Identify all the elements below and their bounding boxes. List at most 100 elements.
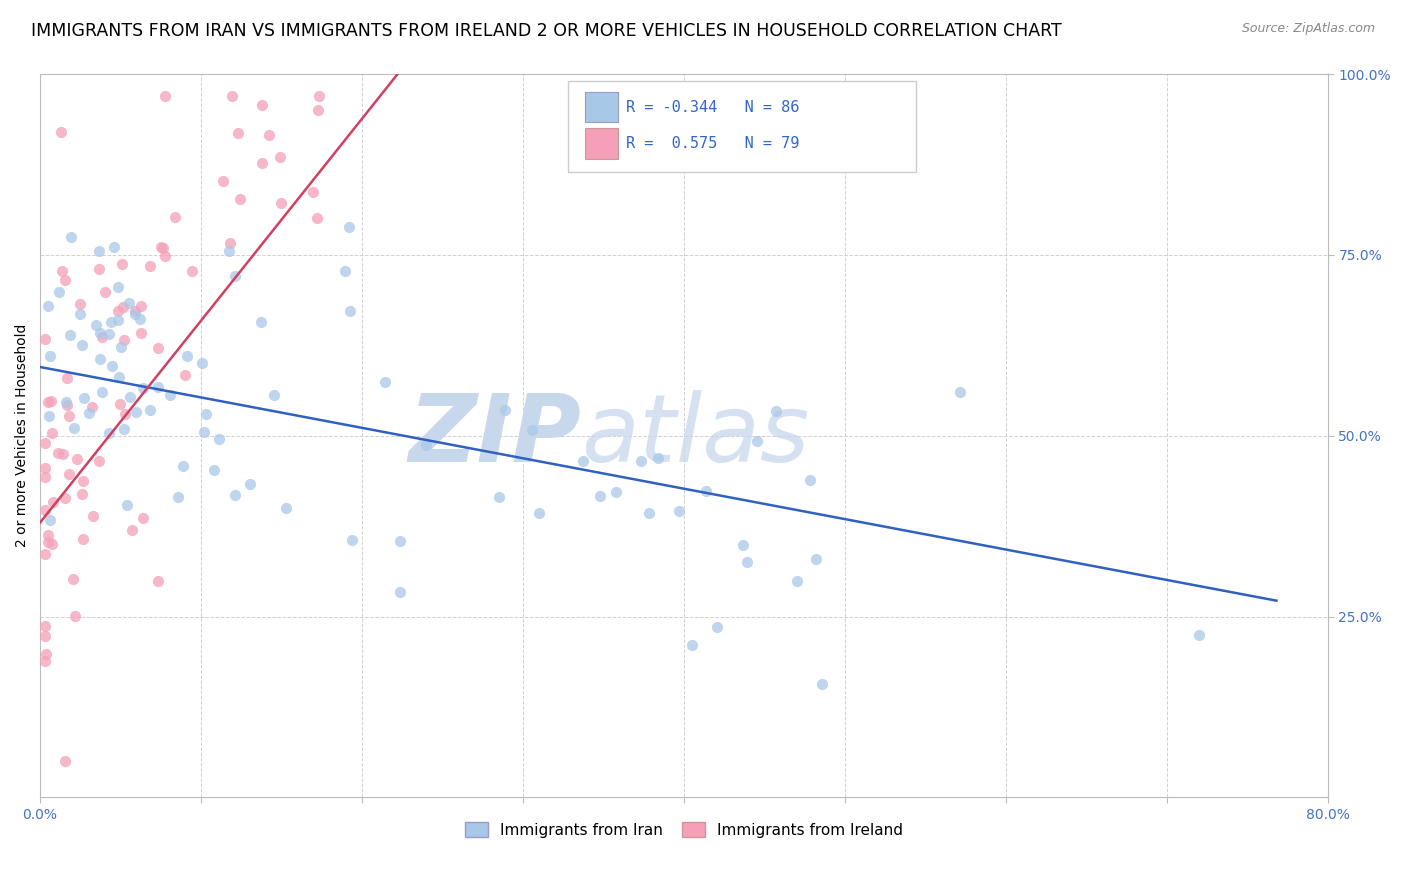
Point: [128, 311, 150, 326]
Point: [731, 538, 754, 552]
Point: [181, 263, 204, 277]
Point: [46, 446, 69, 460]
Point: [488, 490, 510, 504]
Point: [263, 388, 285, 402]
Point: [257, 128, 280, 142]
Point: [89, 351, 111, 366]
Point: [37, 395, 59, 409]
Point: [191, 356, 214, 370]
Point: [41, 425, 63, 440]
Point: [527, 506, 550, 520]
Point: [37, 534, 59, 549]
Point: [269, 150, 291, 164]
Point: [737, 555, 759, 569]
Text: IMMIGRANTS FROM IRAN VS IMMIGRANTS FROM IRELAND 2 OR MORE VEHICLES IN HOUSEHOLD : IMMIGRANTS FROM IRAN VS IMMIGRANTS FROM …: [31, 22, 1062, 40]
Point: [155, 249, 177, 263]
Point: [84, 318, 107, 332]
Point: [630, 454, 652, 468]
Point: [415, 437, 437, 451]
Point: [250, 97, 273, 112]
Point: [139, 259, 162, 273]
Point: [172, 458, 194, 473]
Point: [388, 585, 411, 599]
Point: [208, 432, 231, 446]
Point: [121, 523, 143, 537]
Point: [339, 303, 361, 318]
Point: [73, 391, 96, 405]
Point: [193, 425, 215, 440]
Point: [77, 405, 100, 419]
Point: [89, 326, 111, 340]
Point: [949, 385, 972, 400]
Y-axis label: 2 or more Vehicles in Household: 2 or more Vehicles in Household: [15, 324, 30, 548]
Point: [41, 537, 63, 551]
Point: [706, 620, 728, 634]
Point: [308, 88, 330, 103]
Point: [274, 501, 297, 516]
Point: [53, 273, 76, 287]
Point: [388, 533, 411, 548]
Point: [765, 403, 787, 417]
Point: [252, 155, 274, 169]
Point: [131, 381, 153, 395]
Point: [589, 489, 612, 503]
Point: [165, 211, 187, 225]
Legend: Immigrants from Iran, Immigrants from Ireland: Immigrants from Iran, Immigrants from Ir…: [460, 816, 908, 844]
Point: [87, 454, 110, 468]
Point: [110, 257, 132, 271]
Point: [681, 638, 703, 652]
Text: R =  0.575   N = 79: R = 0.575 N = 79: [626, 136, 800, 151]
Point: [100, 359, 122, 373]
Point: [112, 334, 135, 348]
Point: [107, 279, 129, 293]
Point: [58, 409, 80, 424]
Point: [42, 495, 65, 509]
Point: [107, 313, 129, 327]
Point: [70, 487, 93, 501]
Point: [60, 229, 83, 244]
Point: [49, 125, 72, 139]
Point: [35, 647, 58, 661]
Point: [124, 404, 146, 418]
Point: [202, 463, 225, 477]
Point: [34, 436, 56, 450]
Point: [38, 513, 60, 527]
Point: [176, 349, 198, 363]
Point: [108, 369, 131, 384]
Point: [129, 299, 152, 313]
Point: [167, 490, 190, 504]
Point: [221, 89, 243, 103]
Point: [72, 532, 94, 546]
Point: [58, 467, 80, 481]
Point: [39, 349, 62, 363]
Point: [69, 307, 91, 321]
Point: [89, 262, 111, 277]
Point: [82, 508, 104, 523]
Point: [114, 407, 136, 421]
Point: [80, 400, 103, 414]
Point: [34, 503, 56, 517]
Point: [638, 506, 661, 520]
Point: [34, 461, 56, 475]
Point: [647, 451, 669, 466]
Point: [218, 244, 240, 258]
Point: [745, 434, 768, 449]
Point: [786, 574, 808, 588]
FancyBboxPatch shape: [585, 92, 619, 122]
Text: Source: ZipAtlas.com: Source: ZipAtlas.com: [1241, 22, 1375, 36]
Text: R = -0.344   N = 86: R = -0.344 N = 86: [626, 100, 800, 115]
Point: [1188, 628, 1211, 642]
Point: [55, 371, 77, 385]
Point: [63, 421, 86, 435]
Point: [148, 341, 170, 355]
Point: [152, 241, 174, 255]
Point: [301, 185, 323, 199]
Point: [337, 219, 360, 234]
Point: [124, 304, 146, 318]
Point: [118, 296, 141, 310]
Point: [69, 297, 91, 311]
Point: [87, 244, 110, 258]
Point: [52, 447, 75, 461]
Point: [48, 285, 70, 299]
Point: [131, 326, 153, 340]
